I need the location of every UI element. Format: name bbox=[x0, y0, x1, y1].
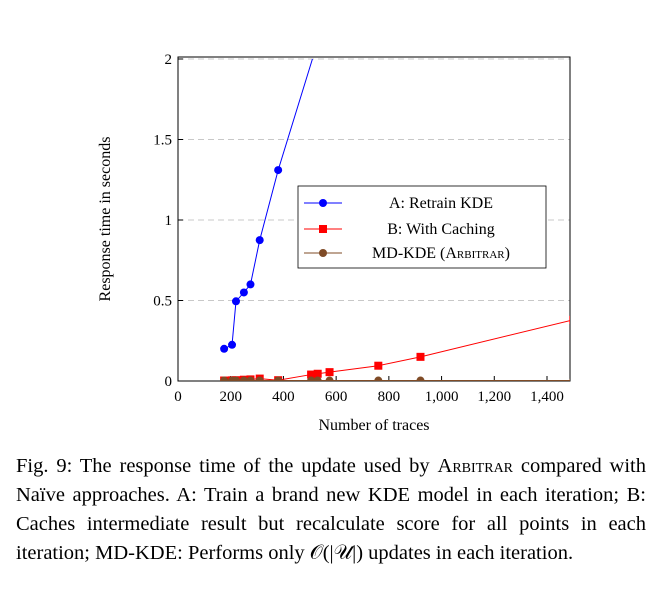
data-point-circle bbox=[274, 376, 283, 381]
caption-math: 𝒪(|𝒰|) bbox=[309, 542, 364, 564]
data-point-circle bbox=[246, 280, 255, 289]
y-axis-label: Response time in seconds bbox=[97, 137, 114, 302]
data-point-circle bbox=[239, 376, 248, 381]
caption-part1: Fig. 9: The response time of the update … bbox=[16, 455, 438, 477]
data-point-square bbox=[569, 315, 570, 324]
legend-label: MD-KDE (Arbitrar) bbox=[372, 245, 510, 262]
data-point-circle bbox=[313, 376, 322, 381]
data-point-circle bbox=[228, 340, 237, 349]
data-point-square bbox=[307, 370, 316, 379]
x-tick-label: 400 bbox=[272, 389, 295, 405]
response-time-chart: 0 0.5 1 1.5 2 0 200 400 600 800 1,000 1,200 1,400 A:… bbox=[97, 52, 571, 434]
x-tick-label: 200 bbox=[219, 389, 242, 405]
figure-caption: Fig. 9: The response time of the update … bbox=[16, 452, 646, 568]
x-tick-label: 1,000 bbox=[425, 389, 459, 405]
y-tick-label: 0 bbox=[165, 374, 173, 390]
data-point-circle bbox=[307, 376, 316, 381]
data-point-circle bbox=[416, 376, 425, 381]
legend-box bbox=[297, 185, 547, 269]
data-point-square bbox=[325, 368, 334, 377]
legend-marker bbox=[319, 225, 327, 233]
data-point-circle bbox=[255, 376, 264, 381]
data-point-circle bbox=[325, 376, 334, 381]
series-line bbox=[224, 320, 570, 381]
x-tick-label: 1,200 bbox=[477, 389, 511, 405]
legend: A: Retrain KDE B: With Caching MD-KDE (Arb… bbox=[297, 185, 547, 269]
x-tick-label: 0 bbox=[174, 389, 182, 405]
x-tick-label: 800 bbox=[378, 389, 401, 405]
data-point-circle bbox=[220, 344, 229, 353]
data-point-circle bbox=[246, 376, 255, 381]
data-point-square bbox=[374, 361, 383, 370]
caption-system-name: Arbitrar bbox=[437, 455, 514, 477]
caption-part3: updates in each iteration. bbox=[363, 542, 574, 564]
legend-marker bbox=[319, 199, 327, 207]
data-point-circle bbox=[274, 166, 283, 175]
data-point-circle bbox=[220, 376, 229, 381]
x-tick-label: 600 bbox=[325, 389, 348, 405]
data-point-circle bbox=[255, 236, 264, 245]
caption-part2: compared with Naïve approaches. A: Train… bbox=[16, 455, 646, 564]
data-point-square bbox=[313, 369, 322, 378]
data-point-circle bbox=[239, 288, 248, 297]
y-tick-label: 1.5 bbox=[153, 133, 172, 149]
legend-label: B: With Caching bbox=[387, 221, 495, 238]
x-tick-label: 1,400 bbox=[530, 389, 564, 405]
y-tick-label: 2 bbox=[165, 52, 173, 68]
legend-marker bbox=[319, 249, 327, 257]
y-tick-label: 0.5 bbox=[153, 294, 172, 310]
y-tick-label: 1 bbox=[165, 213, 173, 229]
data-point-circle bbox=[569, 378, 570, 381]
legend-label: A: Retrain KDE bbox=[389, 195, 493, 212]
data-point-square bbox=[416, 352, 425, 361]
data-point-circle bbox=[374, 376, 383, 381]
x-axis-label: Number of traces bbox=[318, 417, 429, 434]
data-point-circle bbox=[231, 376, 240, 381]
data-series bbox=[220, 58, 570, 381]
data-point-circle bbox=[231, 297, 240, 306]
series-line bbox=[223, 58, 313, 350]
